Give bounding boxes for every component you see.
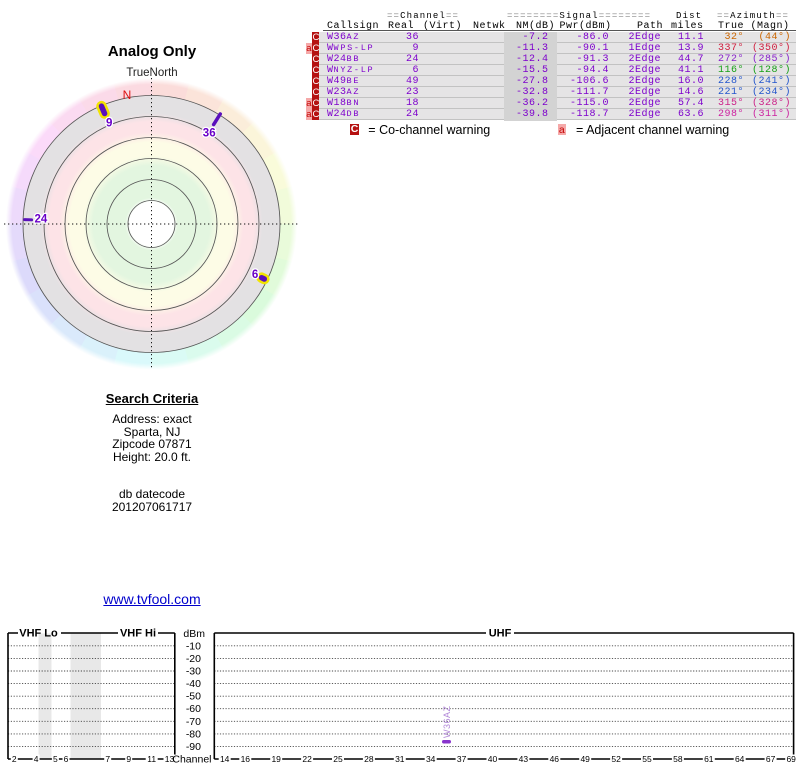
svg-text:VHF Lo: VHF Lo bbox=[19, 628, 58, 640]
svg-text:25: 25 bbox=[333, 754, 343, 764]
svg-text:-70: -70 bbox=[186, 716, 201, 728]
svg-text:-60: -60 bbox=[186, 703, 201, 715]
svg-text:-30: -30 bbox=[186, 665, 201, 677]
svg-text:-50: -50 bbox=[186, 691, 201, 703]
svg-text:-10: -10 bbox=[186, 640, 201, 652]
svg-text:9: 9 bbox=[106, 117, 112, 129]
svg-text:6: 6 bbox=[252, 269, 258, 281]
svg-text:-40: -40 bbox=[186, 678, 201, 690]
svg-text:28: 28 bbox=[364, 754, 374, 764]
svg-text:VHF Hi: VHF Hi bbox=[120, 628, 156, 640]
svg-text:5: 5 bbox=[53, 754, 58, 764]
svg-text:-80: -80 bbox=[186, 728, 201, 740]
svg-text:58: 58 bbox=[673, 754, 683, 764]
svg-text:43: 43 bbox=[519, 754, 529, 764]
svg-text:4: 4 bbox=[34, 754, 39, 764]
svg-text:31: 31 bbox=[395, 754, 405, 764]
svg-text:40: 40 bbox=[488, 754, 498, 764]
svg-text:Channel: Channel bbox=[172, 754, 211, 766]
svg-text:52: 52 bbox=[611, 754, 621, 764]
svg-text:55: 55 bbox=[642, 754, 652, 764]
svg-text:2: 2 bbox=[12, 754, 17, 764]
svg-text:16: 16 bbox=[241, 754, 251, 764]
svg-text:67: 67 bbox=[766, 754, 776, 764]
svg-text:13: 13 bbox=[165, 754, 175, 764]
svg-text:-20: -20 bbox=[186, 653, 201, 665]
svg-text:36: 36 bbox=[203, 128, 216, 140]
svg-text:-90: -90 bbox=[186, 741, 201, 753]
svg-text:37: 37 bbox=[457, 754, 467, 764]
svg-text:6: 6 bbox=[64, 754, 69, 764]
svg-text:N: N bbox=[123, 88, 132, 102]
svg-text:19: 19 bbox=[271, 754, 281, 764]
svg-text:34: 34 bbox=[426, 754, 436, 764]
svg-text:49: 49 bbox=[580, 754, 590, 764]
svg-text:69: 69 bbox=[786, 754, 796, 764]
svg-text:dBm: dBm bbox=[183, 628, 205, 640]
svg-text:W36AZ: W36AZ bbox=[442, 705, 452, 738]
svg-text:7: 7 bbox=[105, 754, 110, 764]
svg-text:22: 22 bbox=[302, 754, 312, 764]
svg-text:24: 24 bbox=[35, 214, 48, 226]
svg-text:61: 61 bbox=[704, 754, 714, 764]
svg-text:14: 14 bbox=[220, 754, 230, 764]
svg-text:11: 11 bbox=[147, 754, 156, 764]
svg-text:64: 64 bbox=[735, 754, 745, 764]
svg-text:UHF: UHF bbox=[489, 628, 512, 640]
svg-text:46: 46 bbox=[550, 754, 560, 764]
svg-text:9: 9 bbox=[126, 754, 131, 764]
